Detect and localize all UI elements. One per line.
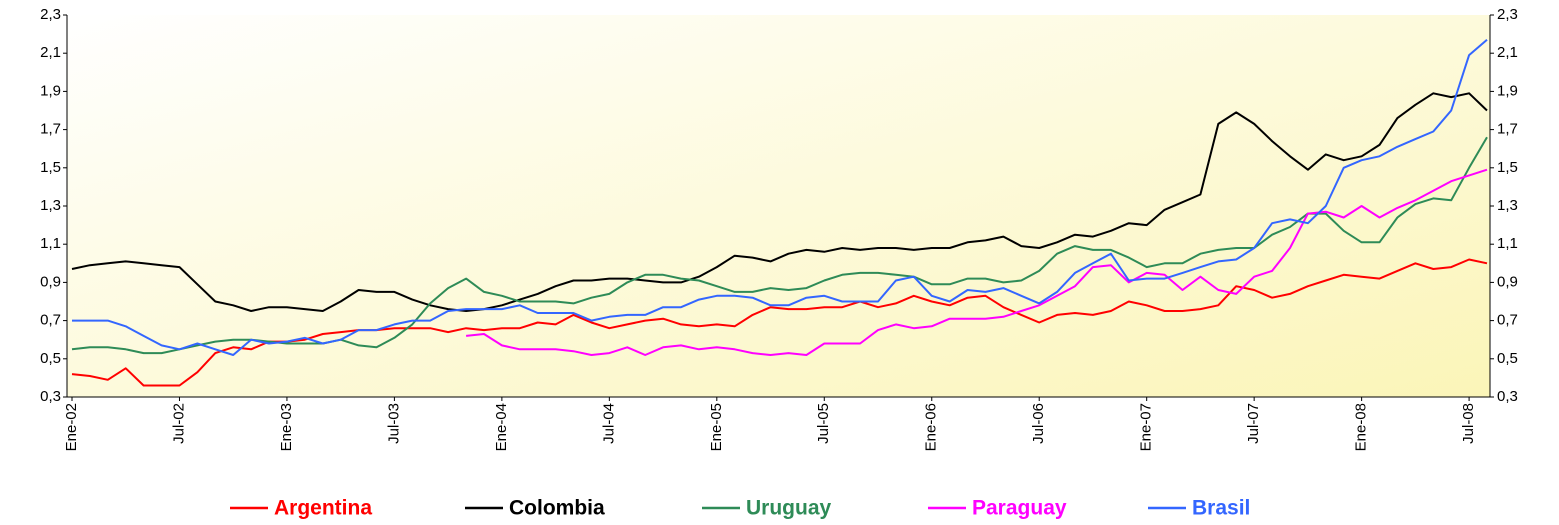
y-tick-label: 0,9 bbox=[40, 273, 61, 290]
x-tick-label: Ene-05 bbox=[708, 403, 725, 451]
y-tick-label: 2,3 bbox=[40, 6, 61, 23]
legend-label: Colombia bbox=[509, 497, 605, 520]
x-tick-label: Ene-04 bbox=[493, 403, 510, 451]
y2-tick-label: 1,1 bbox=[1497, 235, 1518, 252]
y-tick-label: 1,3 bbox=[40, 197, 61, 214]
y2-tick-label: 1,5 bbox=[1497, 159, 1518, 176]
y-tick-label: 0,7 bbox=[40, 312, 61, 329]
y2-tick-label: 1,7 bbox=[1497, 121, 1518, 138]
x-tick-label: Ene-08 bbox=[1353, 403, 1370, 451]
series-line bbox=[71, 92, 1488, 312]
y2-tick-label: 0,9 bbox=[1497, 273, 1518, 290]
y-tick-label: 2,1 bbox=[40, 44, 61, 61]
plot-area bbox=[67, 15, 1490, 397]
legend-label: Brasil bbox=[1192, 497, 1250, 520]
y2-tick-label: 0,7 bbox=[1497, 312, 1518, 329]
y-tick-label: 1,5 bbox=[40, 159, 61, 176]
x-tick-label: Jul-02 bbox=[170, 403, 187, 444]
x-tick-label: Jul-04 bbox=[600, 403, 617, 444]
y2-tick-label: 1,9 bbox=[1497, 82, 1518, 99]
legend-label: Uruguay bbox=[746, 497, 832, 520]
x-tick-label: Jul-05 bbox=[815, 403, 832, 444]
x-tick-label: Jul-07 bbox=[1245, 403, 1262, 444]
y2-tick-label: 0,3 bbox=[1497, 388, 1518, 405]
y2-tick-label: 2,1 bbox=[1497, 44, 1518, 61]
x-tick-label: Jul-03 bbox=[385, 403, 402, 444]
legend-label: Paraguay bbox=[972, 497, 1067, 520]
x-tick-label: Jul-08 bbox=[1460, 403, 1477, 444]
legend-label: Argentina bbox=[274, 497, 372, 520]
y2-tick-label: 0,5 bbox=[1497, 350, 1518, 367]
x-tick-label: Ene-02 bbox=[63, 403, 80, 451]
y-tick-label: 0,3 bbox=[40, 388, 61, 405]
series-line bbox=[72, 39, 1488, 356]
y2-tick-label: 1,3 bbox=[1497, 197, 1518, 214]
y-tick-label: 1,9 bbox=[40, 82, 61, 99]
y-tick-label: 0,5 bbox=[40, 350, 61, 367]
y-tick-label: 1,1 bbox=[40, 235, 61, 252]
series-line bbox=[465, 168, 1488, 356]
y2-tick-label: 2,3 bbox=[1497, 6, 1518, 23]
series-line bbox=[71, 136, 1488, 355]
x-tick-label: Ene-07 bbox=[1138, 403, 1155, 451]
x-tick-label: Ene-06 bbox=[923, 403, 940, 451]
x-tick-label: Jul-06 bbox=[1030, 403, 1047, 444]
x-tick-label: Ene-03 bbox=[278, 403, 295, 451]
y-tick-label: 1,7 bbox=[40, 121, 61, 138]
